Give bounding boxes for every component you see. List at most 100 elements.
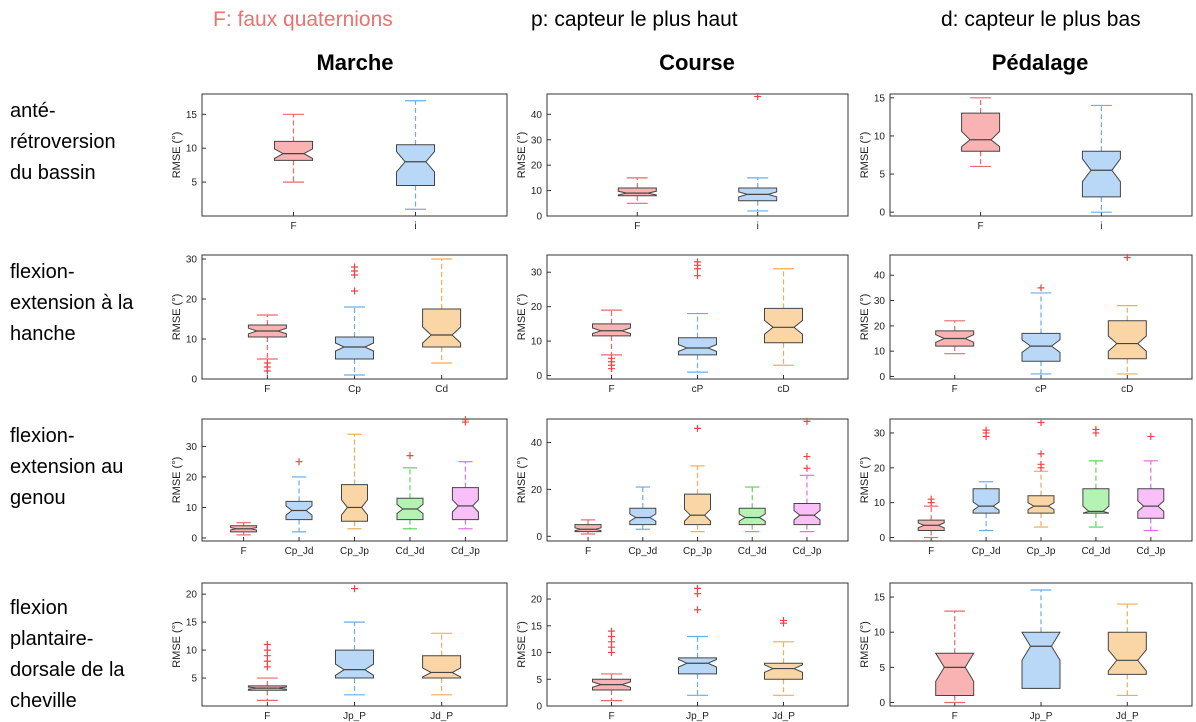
y-tick-label: 5 (879, 170, 885, 181)
x-tick-label: Cd_Jp (793, 546, 822, 557)
y-tick-label: 30 (186, 255, 198, 266)
box-i (396, 144, 435, 186)
x-tick-label: Cd_Jp (1136, 546, 1165, 557)
x-tick-label: F (978, 221, 984, 232)
y-axis-label: RMSE (°) (171, 457, 183, 504)
y-axis-label: RMSE (°) (171, 621, 183, 668)
outlier-marker (461, 416, 469, 424)
box-Cp_Jp (684, 493, 711, 526)
subplot-3-1: 0 5 10 15 20 RMSE (°) F Jp_P Jd_P (516, 582, 849, 722)
axes-frame (201, 93, 508, 217)
outlier-marker (1123, 254, 1131, 262)
outlier-marker (1037, 418, 1045, 426)
outlier-marker (1037, 450, 1045, 458)
y-axis-label: RMSE (°) (516, 457, 528, 504)
x-tick-label: Jp_P (343, 711, 366, 722)
y-tick-label: 20 (186, 472, 198, 483)
box-Jp_P (335, 649, 374, 679)
box-Jd_P (1107, 631, 1147, 675)
legend-d-text: d: capteur le plus bas (941, 8, 1141, 31)
outlier-marker (1037, 460, 1045, 468)
subplot-1-0: 0 10 20 30 RMSE (°) F Cp Cd (171, 254, 508, 395)
row-label-hanche: flexion- extension à la hanche (10, 257, 133, 350)
y-tick-label: 10 (874, 347, 886, 358)
x-tick-label: F (634, 221, 640, 232)
x-tick-label: F (952, 384, 958, 395)
outlier-marker (1037, 284, 1045, 292)
y-tick-label: 15 (874, 593, 886, 604)
outlier-marker (803, 453, 811, 461)
box-Cd_Jd (1082, 488, 1110, 514)
y-axis-label: RMSE (°) (859, 294, 871, 341)
x-tick-label: F (608, 711, 614, 722)
x-tick-label: Cp (348, 384, 361, 395)
y-axis-label: RMSE (°) (516, 294, 528, 341)
y-tick-label: 5 (879, 663, 885, 674)
y-tick-label: 0 (879, 208, 885, 219)
row-label-line: flexion- (10, 425, 75, 447)
outlier-marker (351, 263, 358, 271)
y-tick-label: 30 (186, 442, 198, 453)
box-Cp_Jd (629, 507, 657, 526)
outlier-marker (351, 585, 358, 593)
outlier-marker (927, 495, 935, 503)
y-tick-label: 30 (874, 428, 886, 439)
subplot-2-2: 0 10 20 30 RMSE (°) F Cp_Jd Cp_Jp Cd_Jd Cd_Jp (859, 418, 1193, 557)
y-tick-label: 0 (879, 533, 885, 544)
subplot-0-2: 0 5 10 15 RMSE (°) F i (859, 93, 1193, 232)
subplot-1-1: 0 10 20 30 RMSE (°) F cP cD (516, 254, 849, 395)
box-F (617, 187, 657, 197)
x-tick-label: F (608, 384, 614, 395)
y-tick-label: 30 (531, 135, 543, 146)
x-tick-label: i (1100, 221, 1102, 232)
x-tick-label: Jd_P (772, 711, 795, 722)
x-tick-label: Cd_Jd (1081, 546, 1110, 557)
y-axis-label: RMSE (°) (516, 132, 528, 179)
y-tick-label: 20 (874, 321, 886, 332)
y-tick-label: 30 (531, 268, 543, 279)
subplot-3-0: 5 10 15 20 RMSE (°) F Jp_P Jd_P (171, 582, 508, 722)
box-F (934, 652, 975, 696)
x-tick-label: Jp_P (1030, 711, 1053, 722)
y-tick-label: 10 (874, 131, 886, 142)
y-tick-label: 10 (186, 646, 198, 657)
row-label-line: dorsale de la (10, 659, 125, 681)
x-tick-label: cP (1035, 384, 1047, 395)
row-label-line: plantaire- (10, 628, 94, 650)
outlier-marker (608, 627, 615, 635)
y-tick-label: 10 (186, 144, 198, 155)
x-tick-label: Cp_Jp (340, 546, 369, 557)
x-tick-label: i (757, 221, 759, 232)
y-tick-label: 10 (531, 186, 543, 197)
box-cD (1107, 320, 1147, 360)
y-tick-label: 10 (874, 628, 886, 639)
outlier-marker (1147, 432, 1155, 440)
x-tick-label: Cp_Jd (972, 546, 1001, 557)
x-tick-label: cD (777, 384, 789, 395)
legend-p-text: p: capteur le plus haut (531, 8, 738, 31)
box-Cd_Jp (1137, 488, 1165, 519)
outlier-marker (754, 93, 762, 101)
outlier-marker (351, 287, 358, 295)
x-tick-label: F (928, 546, 934, 557)
y-axis-label: RMSE (°) (171, 294, 183, 341)
y-tick-label: 15 (874, 93, 886, 104)
x-tick-label: F (290, 221, 296, 232)
outlier-marker (263, 641, 271, 648)
row-label-line: flexion- (10, 261, 75, 283)
row-label-line: extension au (10, 456, 124, 478)
box-F (274, 140, 313, 161)
y-tick-label: 0 (536, 371, 542, 382)
y-tick-label: 10 (531, 648, 543, 659)
box-Cp_Jp (1027, 495, 1055, 514)
box-Cp_Jd (972, 488, 1000, 514)
y-tick-label: 20 (531, 302, 543, 313)
x-tick-label: Cd_Jd (396, 546, 425, 557)
x-tick-label: Cp_Jp (1027, 546, 1056, 557)
y-tick-label: 5 (536, 675, 542, 686)
y-tick-label: 0 (536, 702, 542, 713)
row-label-line: hanche (10, 323, 76, 345)
y-tick-label: 0 (879, 698, 885, 709)
